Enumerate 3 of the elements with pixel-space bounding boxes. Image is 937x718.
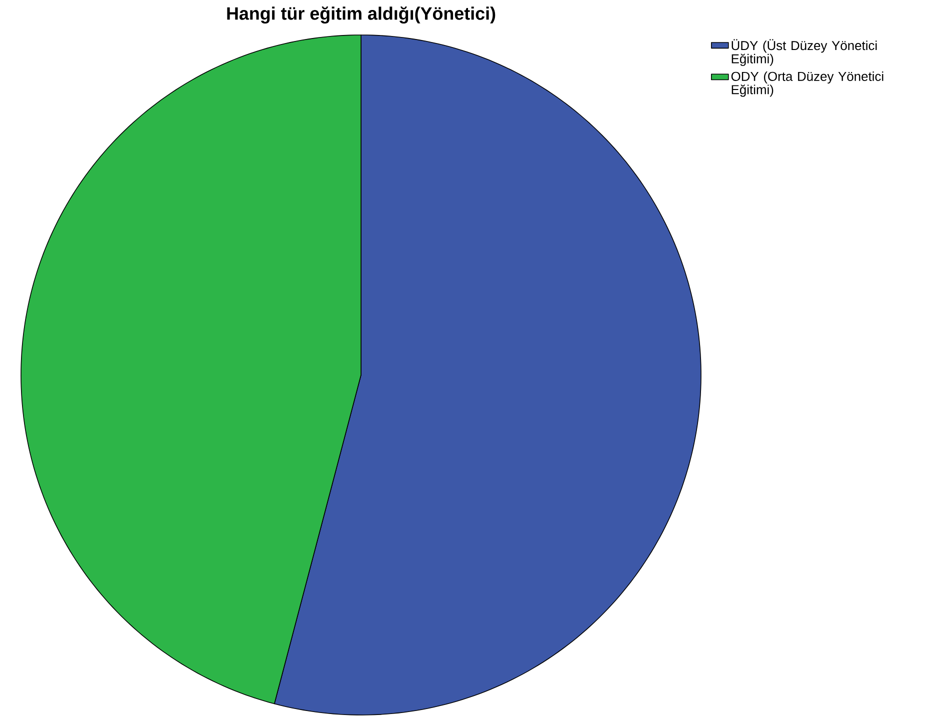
legend-label: ÜDY (Üst Düzey Yönetici Eğitimi) [732,39,877,66]
chart-title: Hangi tür eğitim aldığı(Yönetici) [227,6,496,24]
legend-label: ODY (Orta Düzey Yönetici Eğitimi) [731,71,884,97]
